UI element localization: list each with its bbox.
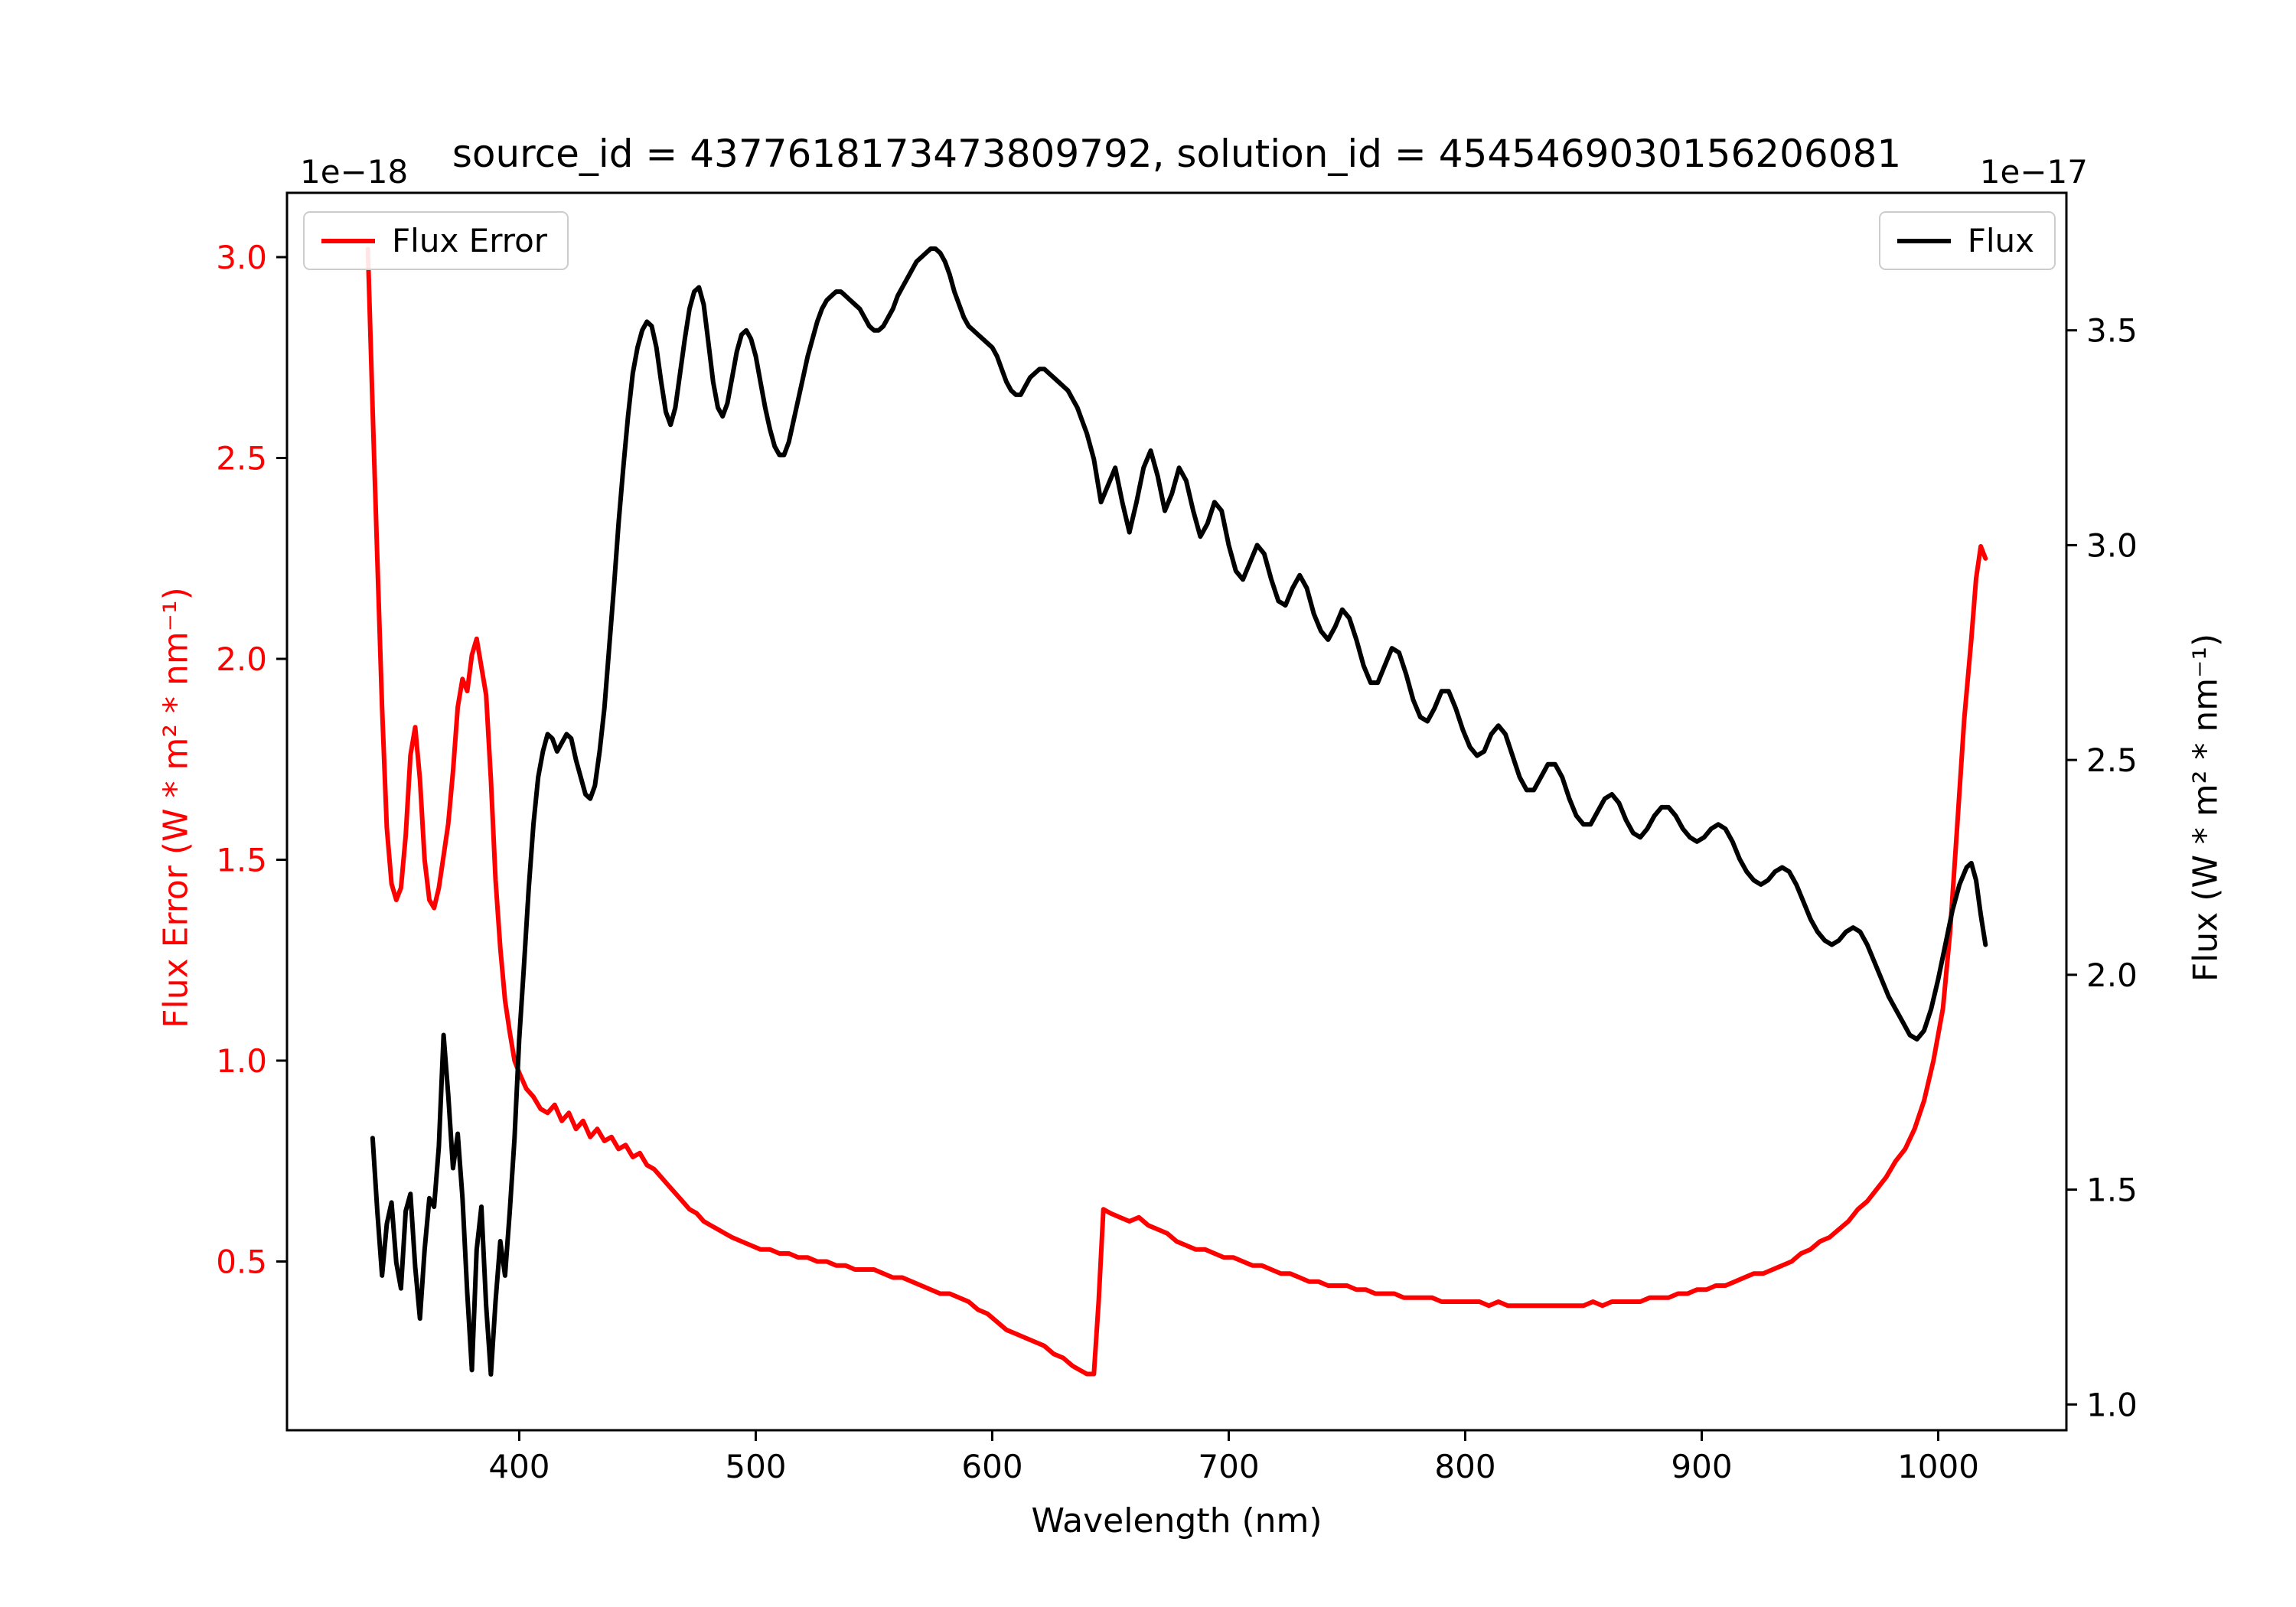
left-axis-offset-label: 1e−18 — [300, 153, 409, 191]
flux-error-line-sample-icon — [321, 238, 375, 243]
left-y-tick-label: 2.5 — [216, 440, 267, 478]
left-y-axis-label: Flux Error (W * m² * nm⁻¹) — [156, 587, 196, 1028]
flux-error-line — [365, 246, 1988, 1377]
legend-flux-label: Flux — [1967, 222, 2034, 259]
x-tick-label: 800 — [1434, 1448, 1495, 1485]
x-tick-label: 500 — [725, 1448, 786, 1485]
flux-line — [370, 246, 1988, 1377]
x-tick-label: 600 — [961, 1448, 1022, 1485]
left-y-tick-label: 3.0 — [216, 239, 267, 276]
right-y-tick-label: 2.5 — [2086, 742, 2138, 779]
right-y-tick-label: 1.0 — [2086, 1386, 2138, 1423]
x-tick-label: 400 — [488, 1448, 550, 1485]
x-tick-label: 1000 — [1897, 1448, 1979, 1485]
right-y-tick-label: 2.0 — [2086, 957, 2138, 994]
figure-title: source_id = 4377618173473809792, solutio… — [452, 132, 1902, 176]
right-y-tick-label: 3.0 — [2086, 526, 2138, 564]
legend-flux-error-label: Flux Error — [392, 222, 548, 259]
left-y-tick-label: 2.0 — [216, 641, 267, 678]
x-axis-label: Wavelength (nm) — [1031, 1501, 1322, 1540]
right-y-tick-label: 1.5 — [2086, 1172, 2138, 1209]
left-y-tick-label: 1.5 — [216, 842, 267, 879]
left-y-tick-label: 1.0 — [216, 1042, 267, 1080]
right-axis-offset-label: 1e−17 — [1979, 153, 2088, 191]
legend-flux-error: Flux Error — [303, 211, 569, 270]
x-tick-label: 900 — [1671, 1448, 1732, 1485]
x-tick-label: 700 — [1198, 1448, 1259, 1485]
right-y-axis-label: Flux (W * m² * nm⁻¹) — [2186, 633, 2226, 983]
flux-line-sample-icon — [1896, 238, 1951, 243]
left-y-tick-label: 0.5 — [216, 1244, 267, 1281]
right-y-tick-label: 3.5 — [2086, 312, 2138, 350]
axes-spines — [285, 191, 2068, 1432]
legend-flux: Flux — [1878, 211, 2056, 270]
